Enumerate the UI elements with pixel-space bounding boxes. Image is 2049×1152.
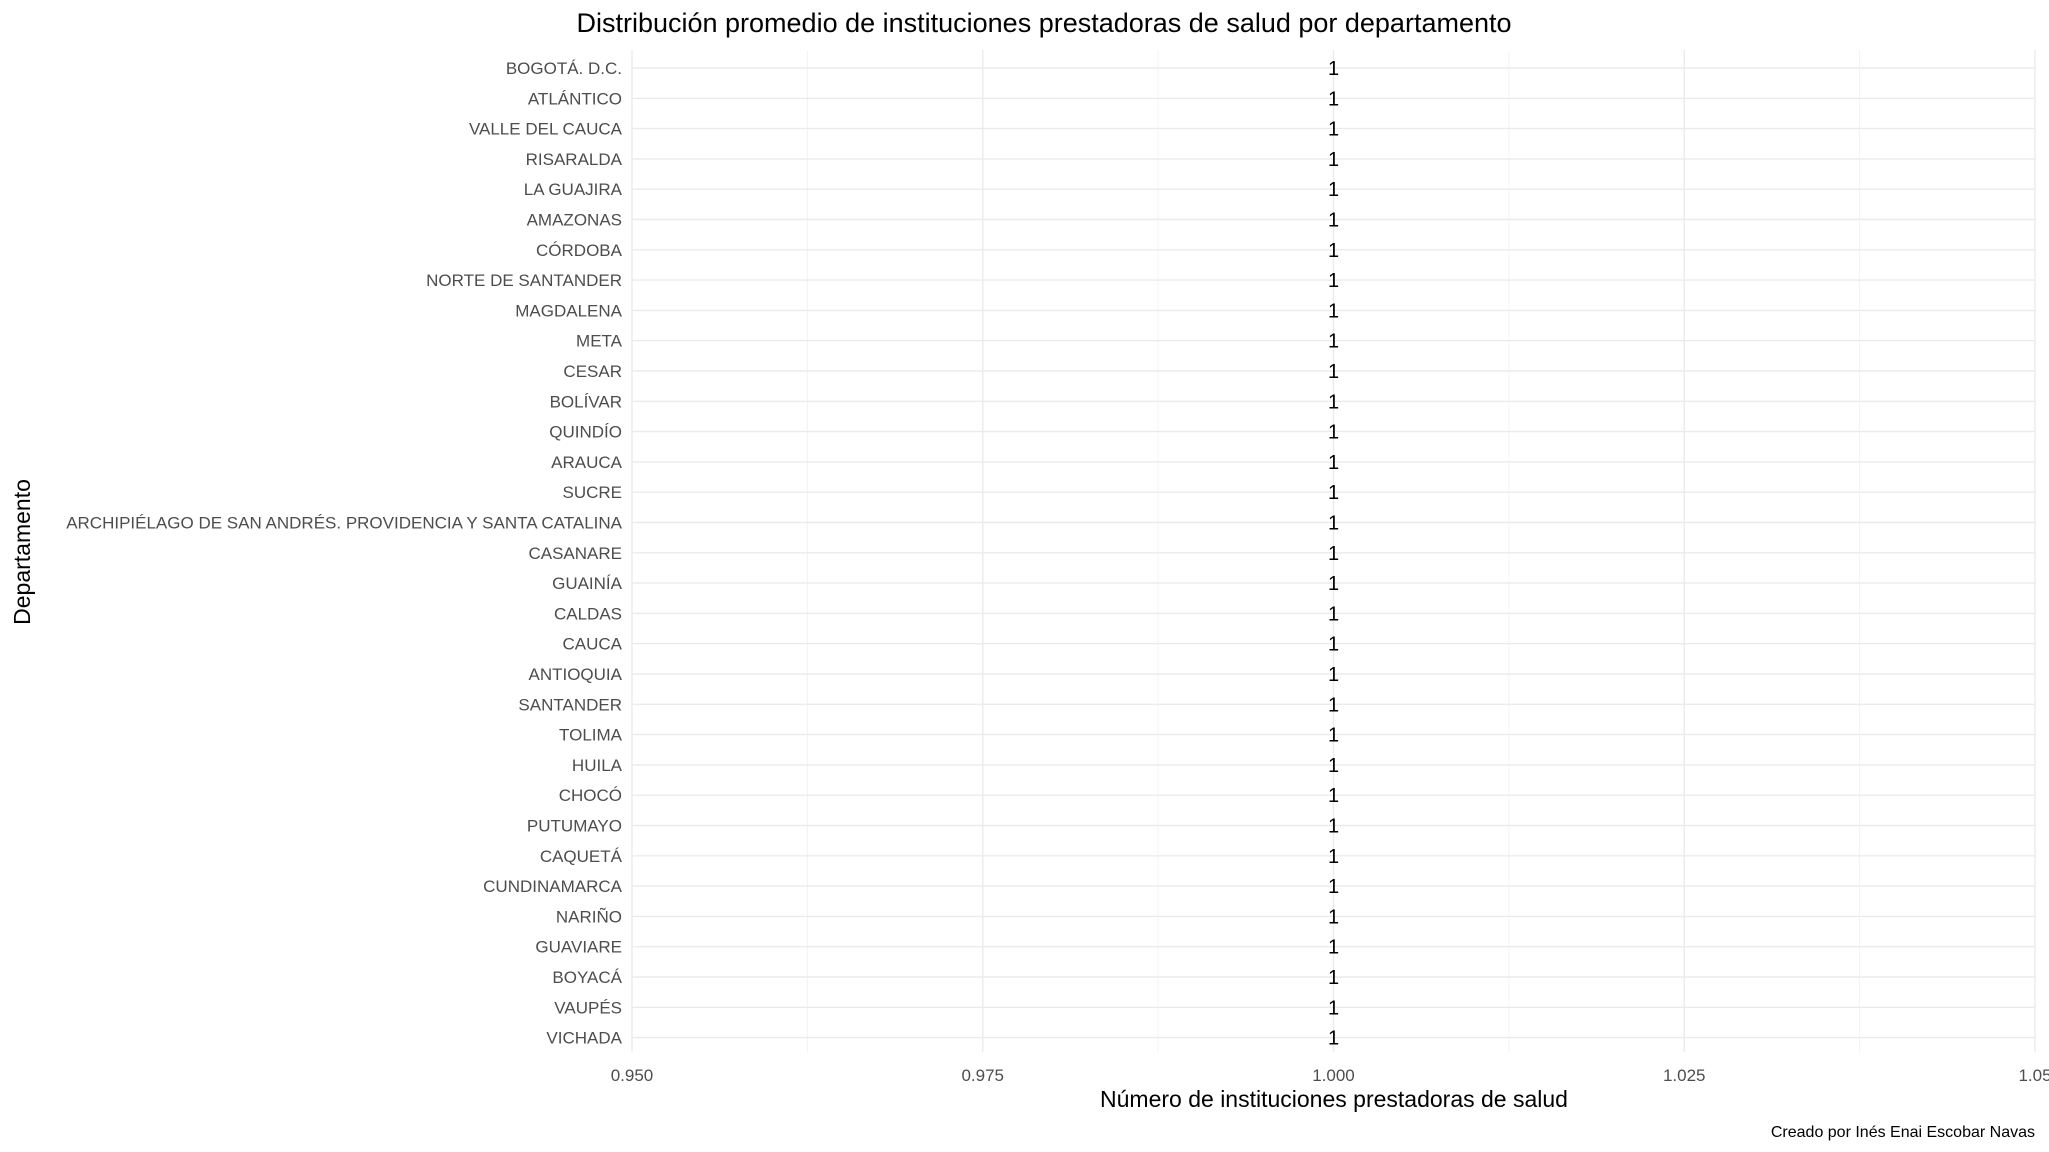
y-tick-label: HUILA (572, 756, 623, 775)
y-tick-label: ATLÁNTICO (528, 89, 622, 108)
y-tick-label: SUCRE (562, 483, 622, 502)
y-tick-label: VALLE DEL CAUCA (469, 120, 623, 139)
data-label: 1 (1328, 452, 1339, 474)
y-tick-label: CAUCA (562, 635, 622, 654)
data-label: 1 (1328, 513, 1339, 535)
x-axis-tick-labels: 0.950 0.975 1.000 1.025 1.05 (611, 1066, 2049, 1085)
y-tick-label: CÓRDOBA (536, 241, 623, 260)
data-label: 1 (1328, 846, 1339, 868)
y-tick-label: GUAVIARE (535, 938, 622, 957)
y-tick-label: AMAZONAS (527, 211, 622, 230)
y-tick-label: RISARALDA (526, 150, 623, 169)
y-tick-label: CUNDINAMARCA (483, 877, 623, 896)
data-label: 1 (1328, 785, 1339, 807)
data-label: 1 (1328, 694, 1339, 716)
y-tick-label: MAGDALENA (515, 301, 622, 320)
data-label: 1 (1328, 482, 1339, 504)
data-label: 1 (1328, 543, 1339, 565)
data-label: 1 (1328, 331, 1339, 353)
data-label: 1 (1328, 210, 1339, 232)
chart-title: Distribución promedio de instituciones p… (576, 8, 1511, 38)
x-axis-title: Número de instituciones prestadoras de s… (1100, 1086, 1568, 1112)
data-label: 1 (1328, 664, 1339, 686)
data-label: 1 (1328, 997, 1339, 1019)
x-tick-label: 1.05 (2018, 1066, 2049, 1085)
y-tick-label: VICHADA (546, 1029, 622, 1048)
data-label: 1 (1328, 179, 1339, 201)
y-tick-label: CALDAS (554, 604, 622, 623)
y-tick-label: ARCHIPIÉLAGO DE SAN ANDRÉS. PROVIDENCIA … (66, 514, 622, 533)
y-tick-label: CAQUETÁ (540, 847, 623, 866)
y-tick-label: ANTIOQUIA (528, 665, 622, 684)
y-tick-label: QUINDÍO (549, 423, 622, 442)
data-label: 1 (1328, 361, 1339, 383)
x-tick-label: 1.000 (1312, 1066, 1355, 1085)
data-label: 1 (1328, 270, 1339, 292)
y-tick-label: LA GUAJIRA (524, 180, 623, 199)
data-label: 1 (1328, 937, 1339, 959)
y-tick-label: CESAR (563, 362, 622, 381)
y-axis-title: Departamento (9, 479, 35, 625)
data-label: 1 (1328, 88, 1339, 110)
y-tick-label: PUTUMAYO (527, 817, 622, 836)
y-axis-tick-labels: BOGOTÁ. D.C. ATLÁNTICO VALLE DEL CAUCA RISA… (66, 59, 622, 1048)
data-label: 1 (1328, 149, 1339, 171)
data-label: 1 (1328, 816, 1339, 838)
y-tick-label: VAUPÉS (554, 998, 622, 1017)
data-label: 1 (1328, 725, 1339, 747)
data-label: 1 (1328, 634, 1339, 656)
y-tick-label: BOYACÁ (552, 968, 622, 987)
data-label: 1 (1328, 119, 1339, 141)
data-label: 1 (1328, 300, 1339, 322)
data-labels: 1 1 1 1 1 1 1 1 1 1 1 1 1 1 1 1 1 1 1 1 1 1 1 1 1 1 1 1 1 1 1 1 1 (1328, 58, 1339, 1050)
data-label: 1 (1328, 1028, 1339, 1050)
y-tick-label: TOLIMA (559, 726, 623, 745)
data-label: 1 (1328, 967, 1339, 989)
data-label: 1 (1328, 876, 1339, 898)
data-label: 1 (1328, 603, 1339, 625)
y-tick-label: BOGOTÁ. D.C. (506, 59, 622, 78)
x-tick-label: 1.025 (1663, 1066, 1706, 1085)
y-tick-label: ARAUCA (551, 453, 623, 472)
data-label: 1 (1328, 906, 1339, 928)
data-label: 1 (1328, 391, 1339, 413)
y-tick-label: CHOCÓ (559, 786, 622, 805)
x-tick-label: 0.975 (961, 1066, 1004, 1085)
y-tick-label: META (576, 332, 623, 351)
data-label: 1 (1328, 58, 1339, 80)
data-label: 1 (1328, 422, 1339, 444)
y-tick-label: CASANARE (528, 544, 622, 563)
y-tick-label: BOLÍVAR (550, 392, 622, 411)
data-label: 1 (1328, 573, 1339, 595)
y-tick-label: NARIÑO (556, 907, 622, 926)
y-tick-label: NORTE DE SANTANDER (426, 271, 622, 290)
y-tick-label: GUAINÍA (552, 574, 623, 593)
data-label: 1 (1328, 240, 1339, 262)
data-label: 1 (1328, 755, 1339, 777)
y-tick-label: SANTANDER (518, 695, 622, 714)
chart-caption: Creado por Inés Enai Escobar Navas (1771, 1124, 2035, 1141)
x-tick-label: 0.950 (611, 1066, 654, 1085)
grid-lines (631, 50, 2036, 1052)
